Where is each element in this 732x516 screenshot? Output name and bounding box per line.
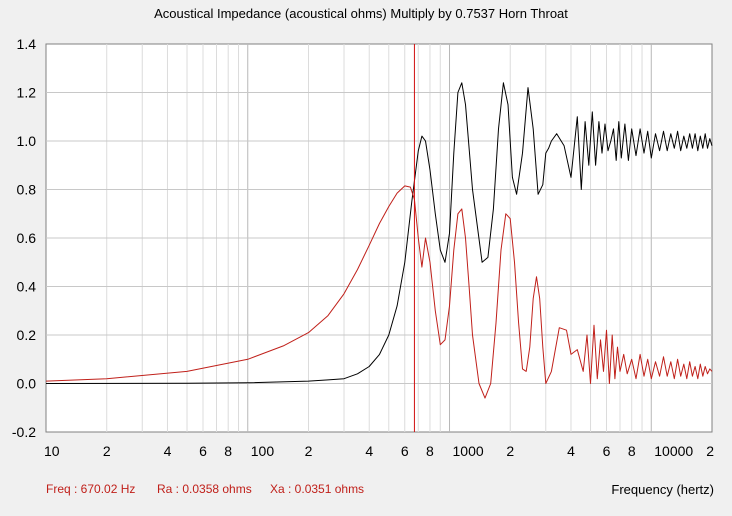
y-tick-label: 0.2 <box>17 327 37 343</box>
x-tick-label: 8 <box>628 443 636 459</box>
y-tick-label: 0.6 <box>17 230 37 246</box>
x-tick-label: 6 <box>603 443 611 459</box>
xa-readout: Xa : 0.0351 ohms <box>270 482 365 496</box>
y-tick-label: 1.0 <box>17 133 37 149</box>
x-axis-label: Frequency (hertz) <box>611 482 714 497</box>
y-tick-label: 0.8 <box>17 182 37 198</box>
x-tick-label: 2 <box>305 443 313 459</box>
y-tick-label: 1.2 <box>17 85 37 101</box>
x-tick-label: 4 <box>567 443 575 459</box>
x-axis-ticks: 10 2 4 6 8 100 2 4 6 8 1000 2 4 6 8 10000 2 <box>44 443 714 459</box>
black-impedance-line <box>45 82 713 384</box>
x-tick-label: 8 <box>426 443 434 459</box>
x-tick-label: 1000 <box>453 443 484 459</box>
y-axis-ticks: -0.2 0.0 0.2 0.4 0.6 0.8 1.0 1.2 1.4 <box>12 36 36 440</box>
y-tick-label: 0.4 <box>17 279 37 295</box>
y-tick-label: 1.4 <box>17 36 37 52</box>
chart-title: Acoustical Impedance (acoustical ohms) M… <box>154 6 568 21</box>
ra-readout: Ra : 0.0358 ohms <box>157 482 252 496</box>
y-tick-label: -0.2 <box>12 424 36 440</box>
freq-readout: Freq : 670.02 Hz <box>46 482 136 496</box>
red-impedance-line <box>45 185 713 399</box>
x-tick-label: 2 <box>706 443 714 459</box>
x-tick-label: 2 <box>506 443 514 459</box>
x-tick-label: 4 <box>365 443 373 459</box>
series-group <box>45 82 713 399</box>
y-tick-label: 0.0 <box>17 376 37 392</box>
x-tick-label: 10000 <box>654 443 693 459</box>
grid-lines <box>46 44 712 432</box>
x-tick-label: 2 <box>103 443 111 459</box>
x-tick-label: 4 <box>164 443 172 459</box>
x-tick-label: 10 <box>44 443 60 459</box>
x-tick-label: 8 <box>224 443 232 459</box>
x-tick-label: 100 <box>251 443 275 459</box>
x-tick-label: 6 <box>401 443 409 459</box>
x-tick-label: 6 <box>199 443 207 459</box>
